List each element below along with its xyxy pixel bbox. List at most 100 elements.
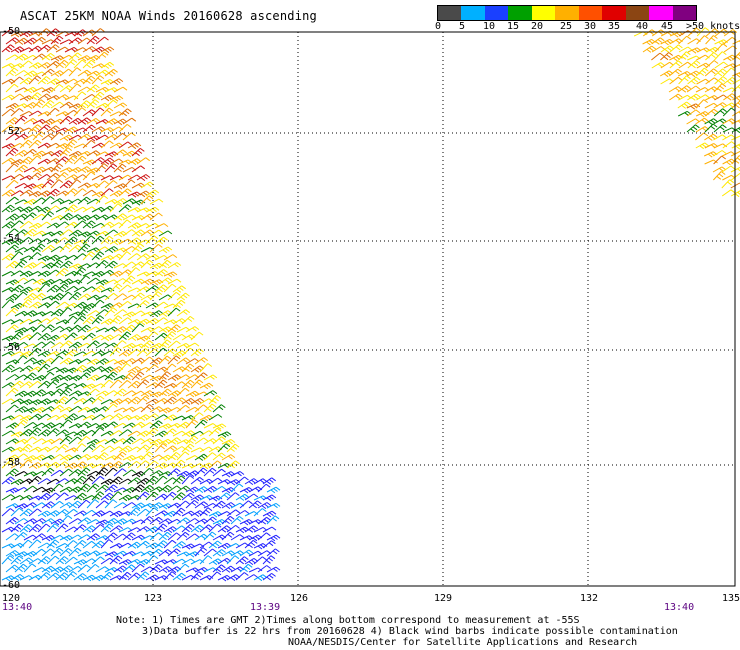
- wind-barb: [721, 165, 736, 173]
- wind-barb: [176, 517, 190, 525]
- wind-barb: [55, 413, 70, 421]
- wind-barb: [686, 109, 701, 117]
- wind-barb: [10, 142, 25, 149]
- wind-barb: [131, 229, 145, 237]
- wind-barb: [68, 117, 83, 125]
- wind-barb: [82, 286, 97, 293]
- wind-barb: [145, 507, 159, 517]
- wind-barb: [37, 350, 52, 358]
- wind-barb: [73, 155, 87, 165]
- wind-barb: [167, 437, 181, 445]
- wind-barb: [100, 79, 115, 86]
- wind-barb: [23, 310, 38, 317]
- wind-barb: [19, 189, 34, 197]
- wind-barb: [91, 491, 105, 501]
- wind-barb: [185, 500, 199, 509]
- wind-barb: [149, 406, 164, 413]
- wind-barb: [28, 508, 42, 517]
- wind-barb: [266, 548, 280, 557]
- wind-barb: [253, 574, 268, 582]
- wind-barb: [660, 45, 674, 53]
- wind-barb: [122, 275, 136, 285]
- wind-barb: [55, 396, 69, 405]
- wind-barb: [732, 95, 740, 102]
- wind-barb: [677, 101, 691, 109]
- wind-barb: [230, 534, 245, 541]
- wind-barb: [50, 308, 64, 317]
- wind-barb: [185, 342, 200, 349]
- wind-barb: [10, 31, 25, 38]
- wind-barb: [181, 558, 196, 565]
- legend-label: 30: [584, 21, 597, 32]
- wind-barb: [77, 182, 92, 189]
- wind-barb: [212, 485, 227, 493]
- wind-barb: [59, 39, 74, 45]
- wind-barb: [28, 92, 42, 101]
- wind-barb: [59, 260, 73, 269]
- wind-barb: [73, 301, 88, 309]
- wind-barb: [190, 543, 205, 549]
- wind-barb: [95, 566, 110, 573]
- wind-barb: [59, 134, 74, 142]
- wind-barb: [10, 220, 24, 229]
- wind-barb: [149, 564, 163, 573]
- wind-barb: [50, 179, 64, 189]
- wind-barb: [113, 86, 128, 93]
- wind-barb: [113, 132, 127, 141]
- wind-barb: [262, 494, 277, 502]
- wind-barb: [181, 397, 196, 405]
- wind-barb: [731, 100, 740, 109]
- wind-barb: [145, 331, 159, 341]
- wind-barb: [55, 111, 70, 117]
- wind-barb: [19, 206, 34, 214]
- wind-barb: [73, 443, 87, 453]
- wind-barb: [131, 261, 145, 269]
- wind-barb: [104, 292, 118, 301]
- wind-barb: [100, 94, 115, 102]
- wind-barb: [10, 284, 24, 293]
- wind-barb: [14, 341, 29, 349]
- wind-barb: [50, 547, 64, 557]
- wind-barb: [50, 84, 64, 93]
- wind-barb: [176, 470, 191, 478]
- wind-barb: [68, 423, 83, 429]
- wind-barb: [1, 446, 16, 453]
- wind-barb: [113, 502, 128, 509]
- wind-barb: [100, 350, 115, 357]
- wind-barb: [190, 571, 204, 581]
- wind-barb: [91, 427, 105, 437]
- wind-barb: [73, 397, 88, 405]
- wind-barb: [669, 93, 683, 101]
- wind-barb: [100, 221, 115, 229]
- wind-barb: [82, 315, 96, 325]
- wind-barb: [118, 108, 132, 117]
- wind-barb: [55, 143, 70, 150]
- wind-barb: [677, 110, 692, 117]
- wind-barb: [64, 540, 78, 549]
- wind-barb: [86, 374, 101, 382]
- wind-barb: [131, 243, 145, 253]
- wind-barb: [113, 388, 127, 397]
- wind-barb: [37, 572, 51, 581]
- wind-barb: [208, 558, 223, 566]
- wind-barb: [122, 311, 137, 318]
- wind-barb: [28, 427, 42, 437]
- wind-barb: [230, 483, 244, 493]
- wind-barb: [10, 523, 24, 533]
- wind-barb: [77, 324, 91, 333]
- wind-barb: [95, 467, 109, 477]
- wind-barb: [86, 407, 101, 414]
- wind-barb: [91, 174, 106, 181]
- wind-barb: [140, 340, 154, 349]
- wind-barb: [14, 406, 29, 413]
- wind-barb: [41, 133, 55, 141]
- wind-barb: [73, 253, 87, 261]
- wind-barb: [100, 235, 114, 245]
- wind-barb: [50, 388, 64, 397]
- wind-barb: [1, 299, 15, 309]
- wind-barb: [23, 485, 38, 493]
- wind-barb: [82, 159, 97, 166]
- wind-barb: [122, 436, 136, 445]
- wind-barb: [185, 470, 200, 478]
- wind-barb: [194, 372, 208, 381]
